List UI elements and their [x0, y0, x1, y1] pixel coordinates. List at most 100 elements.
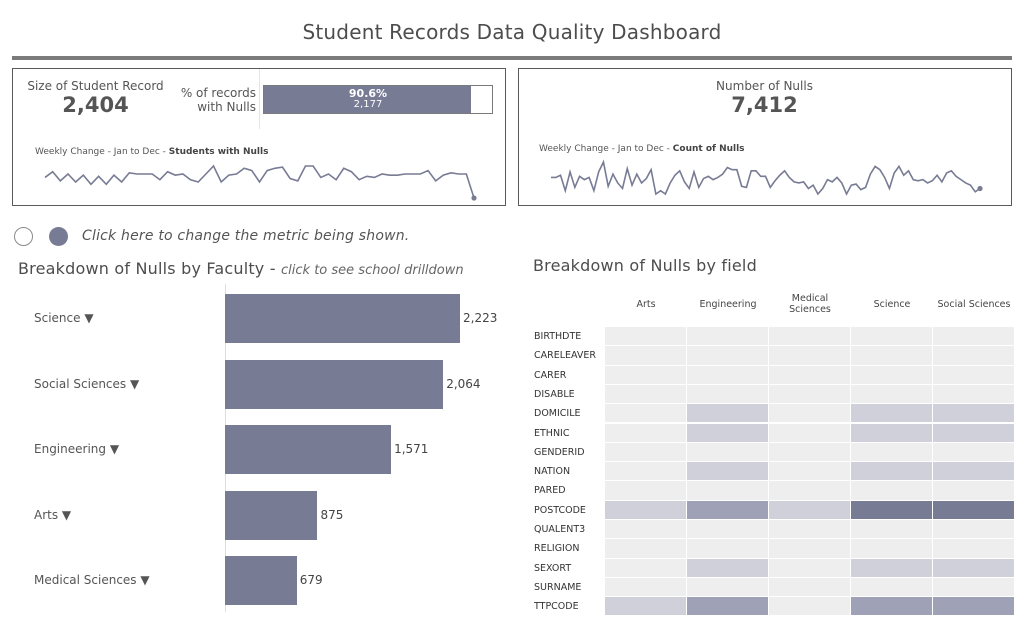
heatmap-cell[interactable]	[851, 558, 933, 578]
heatmap-cell[interactable]	[933, 404, 1015, 424]
heatmap-cell[interactable]	[769, 539, 851, 559]
heatmap-cell[interactable]	[687, 327, 769, 347]
heatmap-cell[interactable]	[769, 404, 851, 424]
heatmap-cell[interactable]	[687, 442, 769, 463]
faculty-bar[interactable]	[225, 294, 460, 343]
heatmap-cell[interactable]	[687, 462, 769, 482]
student-record-kpi-panel[interactable]: Size of Student Record 2,404 % of record…	[12, 68, 506, 206]
heatmap-cell[interactable]	[605, 384, 687, 405]
heatmap-cell[interactable]	[687, 346, 769, 366]
heatmap-cell[interactable]	[769, 500, 851, 520]
heatmap-cell[interactable]	[769, 597, 851, 617]
heatmap-cell[interactable]	[605, 346, 687, 366]
heatmap-cell[interactable]	[605, 577, 687, 598]
heatmap-cell[interactable]	[605, 597, 687, 617]
count-of-nulls-sparkline[interactable]	[549, 159, 984, 199]
metric-toggle-option-on[interactable]	[49, 227, 68, 246]
heatmap-cell[interactable]	[605, 327, 687, 347]
heatmap-cell[interactable]	[605, 481, 687, 501]
heatmap-row-label: NATION	[534, 466, 571, 478]
heatmap-cell[interactable]	[851, 327, 933, 347]
heatmap-cell[interactable]	[851, 365, 933, 385]
heatmap-cell[interactable]	[687, 384, 769, 405]
heatmap-cell[interactable]	[605, 404, 687, 424]
heatmap-cell[interactable]	[769, 365, 851, 385]
faculty-label[interactable]: Science ▼	[34, 311, 94, 325]
heatmap-cell[interactable]	[933, 327, 1015, 347]
heatmap-cell[interactable]	[933, 442, 1015, 463]
faculty-label[interactable]: Engineering ▼	[34, 442, 120, 456]
title-divider	[12, 56, 1012, 60]
heatmap-cell[interactable]	[687, 539, 769, 559]
heatmap-cell[interactable]	[933, 365, 1015, 385]
heatmap-cell[interactable]	[605, 462, 687, 482]
heatmap-cell[interactable]	[687, 597, 769, 617]
heatmap-cell[interactable]	[605, 500, 687, 520]
heatmap-cell[interactable]	[769, 442, 851, 463]
heatmap-cell[interactable]	[933, 500, 1015, 520]
heatmap-cell[interactable]	[605, 365, 687, 385]
heatmap-cell[interactable]	[687, 520, 769, 540]
heatmap-cell[interactable]	[851, 597, 933, 617]
faculty-bar[interactable]	[225, 556, 297, 605]
heatmap-cell[interactable]	[769, 346, 851, 366]
heatmap-cell[interactable]	[851, 346, 933, 366]
metric-toggle-option-off[interactable]	[14, 227, 33, 246]
heatmap-cell[interactable]	[851, 462, 933, 482]
heatmap-cell[interactable]	[769, 558, 851, 578]
faculty-label[interactable]: Arts ▼	[34, 507, 72, 522]
heatmap-cell[interactable]	[687, 404, 769, 424]
heatmap-cell[interactable]	[933, 539, 1015, 559]
heatmap-cell[interactable]	[933, 481, 1015, 501]
heatmap-cell[interactable]	[933, 520, 1015, 540]
heatmap-cell[interactable]	[769, 481, 851, 501]
heatmap-cell[interactable]	[687, 558, 769, 578]
heatmap-cell[interactable]	[851, 404, 933, 424]
heatmap-cell[interactable]	[605, 558, 687, 578]
heatmap-cell[interactable]	[769, 384, 851, 405]
heatmap-cell[interactable]	[933, 384, 1015, 405]
heatmap-cell[interactable]	[851, 520, 933, 540]
heatmap-cell[interactable]	[933, 462, 1015, 482]
heatmap-cell[interactable]	[769, 577, 851, 598]
metric-toggle-label[interactable]: Click here to change the metric being sh…	[82, 228, 410, 244]
faculty-label[interactable]: Social Sciences ▼	[34, 376, 140, 391]
heatmap-cell[interactable]	[851, 423, 933, 443]
heatmap-cell[interactable]	[851, 539, 933, 559]
faculty-section-title: Breakdown of Nulls by Faculty - click to…	[18, 259, 464, 278]
null-count-kpi-panel[interactable]: Number of Nulls 7,412 Weekly Change - Ja…	[518, 68, 1012, 206]
pct-nulls-count: 2,177	[353, 99, 383, 110]
null-count-label: Number of Nulls	[716, 79, 813, 93]
heatmap-cell[interactable]	[605, 442, 687, 463]
heatmap-cell[interactable]	[933, 423, 1015, 443]
heatmap-cell[interactable]	[687, 577, 769, 598]
heatmap-cell[interactable]	[933, 558, 1015, 578]
heatmap-cell[interactable]	[605, 423, 687, 443]
pct-nulls-bar: 90.6% 2,177	[263, 85, 493, 114]
heatmap-cell[interactable]	[933, 597, 1015, 617]
heatmap-cell[interactable]	[687, 365, 769, 385]
heatmap-cell[interactable]	[687, 423, 769, 443]
faculty-label[interactable]: Medical Sciences ▼	[34, 573, 150, 587]
faculty-bar-value: 2,223	[463, 311, 498, 325]
heatmap-cell[interactable]	[605, 520, 687, 540]
heatmap-cell[interactable]	[769, 462, 851, 482]
heatmap-cell[interactable]	[933, 346, 1015, 366]
heatmap-cell[interactable]	[851, 500, 933, 520]
faculty-bar[interactable]	[225, 425, 392, 474]
heatmap-cell[interactable]	[769, 423, 851, 443]
heatmap-column-header: Engineering	[699, 299, 757, 310]
heatmap-cell[interactable]	[687, 500, 769, 520]
faculty-bar[interactable]	[225, 359, 444, 409]
heatmap-cell[interactable]	[769, 327, 851, 347]
students-with-nulls-sparkline[interactable]	[43, 163, 478, 203]
heatmap-cell[interactable]	[851, 577, 933, 598]
heatmap-cell[interactable]	[851, 442, 933, 463]
heatmap-cell[interactable]	[769, 520, 851, 540]
heatmap-cell[interactable]	[687, 481, 769, 501]
faculty-bar[interactable]	[225, 490, 318, 540]
heatmap-cell[interactable]	[851, 481, 933, 501]
heatmap-cell[interactable]	[851, 384, 933, 405]
heatmap-cell[interactable]	[605, 539, 687, 559]
heatmap-cell[interactable]	[933, 577, 1015, 598]
